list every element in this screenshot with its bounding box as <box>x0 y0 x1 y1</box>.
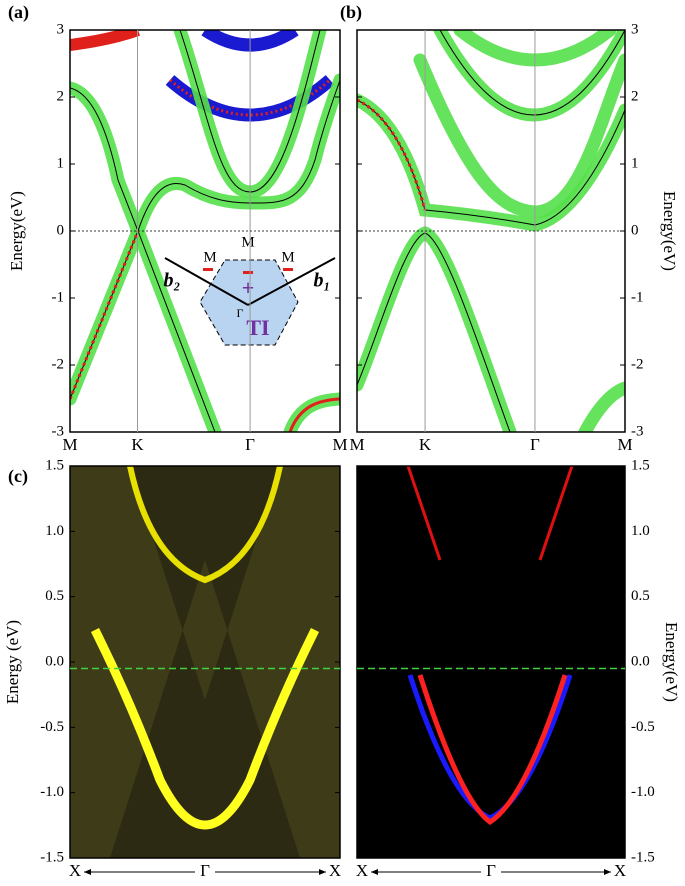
x-tick-label: X <box>614 861 626 880</box>
y-tick-label: 1.0 <box>45 523 64 539</box>
x-tick-label: X <box>69 861 81 880</box>
inset-label: Γ <box>237 306 244 320</box>
x-tick-label: Γ <box>530 435 540 454</box>
y-tick-label: -2 <box>52 356 65 372</box>
inset-label: M <box>281 249 294 265</box>
y-tick-label: -1 <box>631 289 644 305</box>
y-tick-label: 1.5 <box>631 457 650 473</box>
y-tick-label: 1.0 <box>631 523 650 539</box>
x-tick-label: Γ <box>200 861 210 880</box>
x-tick-label: M <box>62 435 77 454</box>
x-tick-label: K <box>419 435 432 454</box>
panel-label: (a) <box>8 2 29 23</box>
svg-text:+: + <box>242 275 255 300</box>
inset-brillouin-zone: + M M M Γ TI b₂ b₁ <box>164 234 336 346</box>
y-axis-label: Energy(eV) <box>660 191 679 271</box>
y-tick-label: -1.5 <box>40 849 64 865</box>
y-axis-label: Energy(eV) <box>7 191 26 271</box>
y-tick-label: -0.5 <box>40 719 64 735</box>
x-tick-label: K <box>131 435 144 454</box>
y-tick-label: 1.5 <box>45 457 64 473</box>
y-tick-label: 0.5 <box>45 588 64 604</box>
x-tick-label: X <box>356 861 368 880</box>
y-tick-label: 0.0 <box>45 653 64 669</box>
y-tick-label: 0 <box>631 222 639 238</box>
y-tick-label: 0 <box>57 222 65 238</box>
y-tick-label: 1 <box>631 155 639 171</box>
y-tick-label: 2 <box>631 88 639 104</box>
inset-label: M <box>241 234 254 250</box>
y-tick-label: -1.0 <box>40 784 64 800</box>
y-tick-label: -3 <box>52 423 65 439</box>
y-tick-label: 0.0 <box>631 653 650 669</box>
y-tick-label: 1 <box>57 155 65 171</box>
y-tick-label: 3 <box>631 21 639 37</box>
vector-label: b₂ <box>164 270 181 292</box>
spectral-maps <box>70 465 625 858</box>
x-tick-label: M <box>332 435 347 454</box>
inset-label: TI <box>246 315 269 340</box>
y-tick-label: -1.5 <box>631 849 655 865</box>
y-tick-label: -1.0 <box>631 784 655 800</box>
y-tick-label: 0.5 <box>631 588 650 604</box>
y-tick-label: -0.5 <box>631 719 655 735</box>
y-tick-label: 2 <box>57 88 65 104</box>
y-tick-label: -3 <box>631 423 644 439</box>
x-tick-label: X <box>329 861 341 880</box>
y-axis-label: Energy(eV) <box>662 622 681 702</box>
panel-label: (c) <box>8 466 28 487</box>
x-tick-label: Γ <box>245 435 255 454</box>
inset-label: M <box>203 249 216 265</box>
y-tick-label: -1 <box>52 289 65 305</box>
y-tick-label: -2 <box>631 356 644 372</box>
panel-label: (b) <box>340 2 362 23</box>
y-axis-label: Energy (eV) <box>3 620 22 704</box>
vector-label: b₁ <box>314 270 331 292</box>
y-tick-label: 3 <box>57 21 65 37</box>
x-tick-label: M <box>617 435 632 454</box>
x-tick-label: Γ <box>486 861 496 880</box>
x-tick-label: M <box>349 435 364 454</box>
